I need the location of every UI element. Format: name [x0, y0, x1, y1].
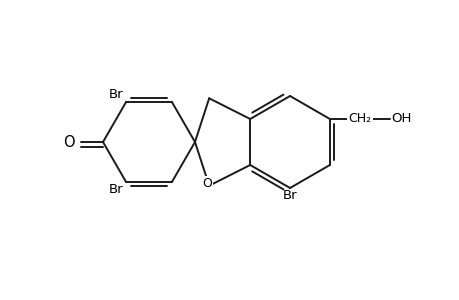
Text: Br: Br	[282, 189, 297, 202]
Text: O: O	[202, 177, 212, 190]
Text: OH: OH	[391, 112, 411, 125]
Text: Br: Br	[108, 88, 123, 101]
Text: O: O	[63, 134, 74, 149]
Text: Br: Br	[108, 183, 123, 196]
Text: CH₂: CH₂	[347, 112, 370, 125]
